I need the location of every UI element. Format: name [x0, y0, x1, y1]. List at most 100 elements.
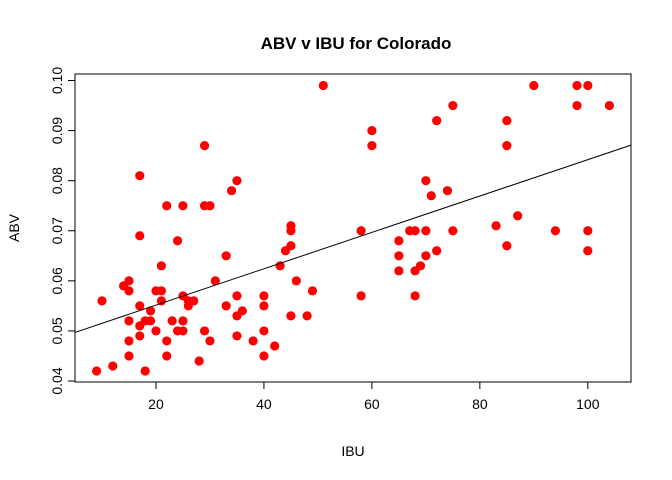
- y-tick-label: 0.07: [49, 217, 65, 244]
- data-point: [394, 236, 404, 246]
- data-point: [583, 226, 593, 236]
- y-axis-label: ABV: [6, 213, 22, 242]
- data-point: [583, 80, 593, 91]
- data-point: [604, 100, 615, 111]
- data-point: [448, 100, 458, 111]
- data-point: [205, 201, 215, 211]
- data-point: [356, 291, 366, 301]
- x-tick-label: 100: [576, 396, 600, 412]
- data-point: [221, 251, 231, 261]
- data-point: [108, 361, 118, 371]
- data-point: [172, 236, 183, 246]
- data-point: [156, 261, 166, 271]
- data-point: [270, 341, 280, 351]
- data-point: [210, 276, 220, 286]
- data-point: [194, 356, 204, 366]
- data-point: [502, 115, 512, 126]
- x-tick-label: 60: [364, 396, 380, 412]
- data-point: [572, 80, 582, 91]
- data-point: [410, 226, 420, 236]
- y-tick-label: 0.05: [49, 317, 65, 344]
- data-point: [124, 351, 134, 361]
- data-point: [124, 316, 134, 326]
- data-point: [394, 251, 404, 261]
- data-point: [97, 296, 107, 306]
- data-point: [135, 331, 145, 341]
- data-point: [199, 326, 210, 336]
- data-point: [432, 115, 442, 126]
- data-point: [167, 316, 177, 326]
- data-point: [124, 276, 134, 286]
- data-point: [302, 311, 312, 321]
- data-point: [415, 261, 426, 271]
- data-point: [307, 286, 318, 296]
- x-axis-label: IBU: [341, 443, 364, 459]
- regression-line: [74, 144, 632, 333]
- data-point: [135, 301, 145, 311]
- data-point: [421, 176, 431, 186]
- data-point: [156, 286, 166, 296]
- data-point: [226, 186, 237, 196]
- data-point: [291, 276, 301, 286]
- data-point: [491, 221, 501, 231]
- y-tick-label: 0.09: [49, 117, 65, 144]
- x-axis: 20 40 60 80 100: [148, 382, 600, 412]
- data-point: [140, 366, 150, 376]
- data-point: [205, 336, 215, 346]
- data-point: [162, 336, 172, 346]
- data-point: [550, 226, 561, 236]
- chart-title: ABV v IBU for Colorado: [261, 34, 452, 53]
- data-point: [162, 201, 172, 211]
- data-point: [237, 306, 247, 316]
- data-point: [124, 286, 134, 296]
- data-point: [394, 266, 404, 276]
- data-point: [410, 291, 420, 301]
- data-point: [248, 336, 258, 346]
- data-point: [421, 226, 431, 236]
- y-tick-label: 0.08: [49, 167, 65, 194]
- data-point: [135, 231, 145, 241]
- y-tick-label: 0.04: [49, 367, 65, 394]
- data-point: [178, 316, 188, 326]
- y-axis: 0.04 0.05 0.06 0.07 0.08 0.09 0.10: [49, 67, 75, 395]
- plot-frame: [74, 73, 632, 383]
- data-point: [448, 226, 458, 236]
- data-point: [259, 326, 269, 336]
- data-point: [286, 241, 296, 251]
- x-tick-label: 20: [148, 396, 164, 412]
- regression-line-layer: [74, 144, 632, 333]
- data-point: [221, 301, 231, 311]
- data-point: [318, 80, 328, 91]
- data-point: [145, 306, 156, 316]
- x-tick-label: 40: [256, 396, 272, 412]
- y-tick-label: 0.06: [49, 267, 65, 294]
- data-point: [124, 336, 134, 346]
- data-point: [162, 351, 172, 361]
- data-point: [356, 226, 366, 236]
- data-point: [367, 125, 377, 136]
- data-point: [502, 241, 512, 251]
- data-point: [151, 326, 161, 336]
- data-point: [145, 316, 156, 326]
- data-point: [135, 171, 145, 181]
- data-point: [178, 201, 188, 211]
- data-point: [421, 251, 431, 261]
- data-point: [259, 351, 269, 361]
- data-point: [583, 246, 593, 256]
- y-tick-label: 0.10: [49, 67, 65, 94]
- data-point: [156, 296, 166, 306]
- data-point: [232, 331, 242, 341]
- data-point: [199, 141, 210, 151]
- data-point: [513, 211, 523, 221]
- data-point: [275, 261, 285, 271]
- data-points: [91, 80, 615, 376]
- data-point: [259, 291, 269, 301]
- data-point: [178, 326, 188, 336]
- data-point: [572, 100, 582, 111]
- data-point: [426, 191, 436, 201]
- data-point: [259, 301, 269, 311]
- data-point: [232, 176, 242, 186]
- x-tick-label: 80: [472, 396, 488, 412]
- data-point: [286, 226, 296, 236]
